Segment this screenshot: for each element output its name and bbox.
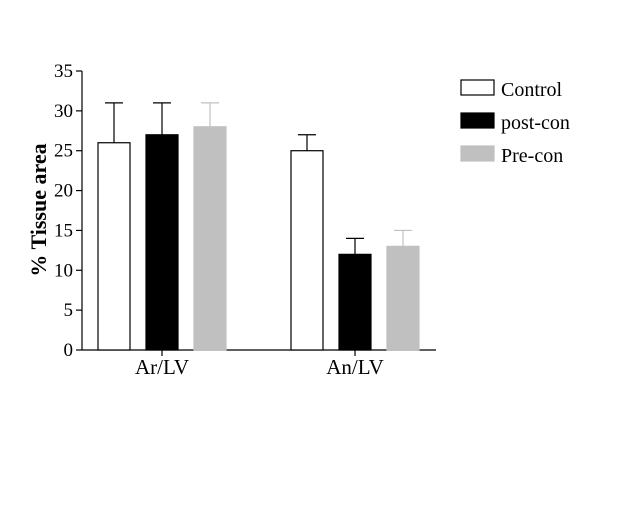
y-tick-label: 10 (54, 260, 73, 281)
y-tick-label: 0 (64, 340, 74, 361)
bar-control (97, 142, 131, 351)
legend-swatch (460, 79, 495, 96)
y-axis-label: % Tissue area (26, 143, 51, 276)
bar-post-con (338, 253, 372, 351)
y-tick-label: 5 (64, 300, 74, 321)
bar-pre-con (386, 245, 420, 351)
legend-label: post-con (501, 112, 570, 134)
legend-swatch (460, 145, 495, 162)
bar-control (290, 150, 324, 351)
legend-label: Control (501, 79, 563, 101)
bar-pre-con (193, 126, 227, 351)
y-tick-label: 20 (54, 181, 73, 202)
legend-swatch (460, 112, 495, 129)
x-category-label: An/LV (326, 355, 384, 379)
x-category-label: Ar/LV (135, 355, 189, 379)
bar-post-con (145, 134, 179, 351)
y-tick-label: 25 (54, 141, 73, 162)
y-tick-label: 15 (54, 220, 73, 241)
y-tick-label: 35 (54, 61, 73, 82)
y-tick-label: 30 (54, 101, 73, 122)
legend-label: Pre-con (501, 145, 563, 167)
